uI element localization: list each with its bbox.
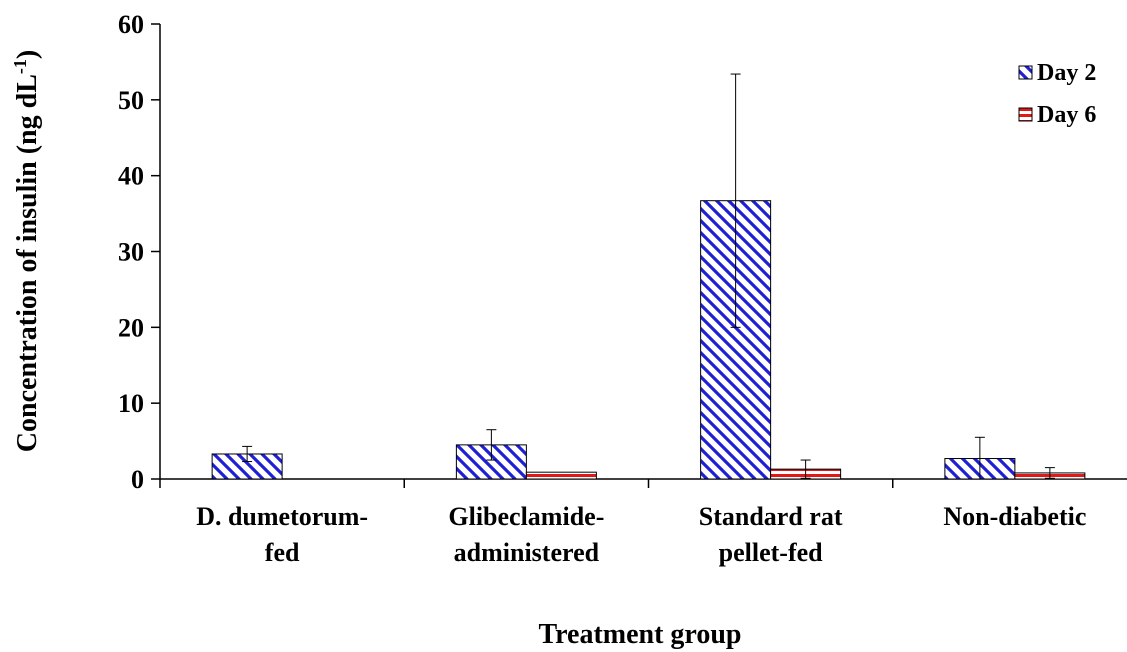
bars	[211, 200, 1086, 480]
bar-day-2-cat0	[211, 453, 283, 480]
legend-swatch-day6	[1018, 107, 1033, 122]
category-label: Glibeclamide-	[448, 502, 604, 531]
legend-label-day6: Day 6	[1037, 102, 1096, 128]
y-tick-label: 10	[118, 389, 144, 418]
legend: Day 2 Day 6	[1018, 60, 1096, 128]
y-axis-title-superscript: -1	[10, 59, 30, 74]
category-labels: D. dumetorum-fed Glibeclamide-administere…	[196, 502, 1086, 567]
y-tick-label: 0	[131, 465, 144, 494]
legend-swatch-day2	[1018, 65, 1033, 80]
x-ticks	[159, 479, 894, 488]
bar-day-6-cat1	[525, 471, 597, 480]
error-bars	[242, 73, 1055, 480]
legend-item-day2: Day 2	[1018, 60, 1096, 86]
y-axis-title-close: )	[12, 50, 43, 59]
x-axis-title: Treatment group	[539, 619, 742, 650]
category-label: fed	[265, 538, 300, 567]
y-ticks: 0 10 20 30 40 50 60	[118, 10, 160, 494]
category-label: Standard rat	[699, 502, 843, 531]
category-label: administered	[454, 538, 600, 567]
legend-item-day6: Day 6	[1018, 102, 1096, 128]
y-tick-label: 40	[118, 162, 144, 191]
y-tick-label: 50	[118, 86, 144, 115]
category-label: pellet-fed	[719, 538, 824, 567]
y-tick-label: 20	[118, 313, 144, 342]
axes	[159, 24, 1127, 480]
category-label: D. dumetorum-	[196, 502, 368, 531]
y-axis-title: Concentration of insulin (ng dL-1)	[10, 50, 43, 452]
y-tick-label: 60	[118, 10, 144, 39]
category-label: Non-diabetic	[943, 502, 1086, 531]
y-tick-label: 30	[118, 238, 144, 267]
bar-day-2-cat1	[455, 444, 527, 480]
y-axis-title-main: Concentration of insulin (ng dL	[12, 74, 43, 452]
legend-label-day2: Day 2	[1037, 60, 1096, 86]
